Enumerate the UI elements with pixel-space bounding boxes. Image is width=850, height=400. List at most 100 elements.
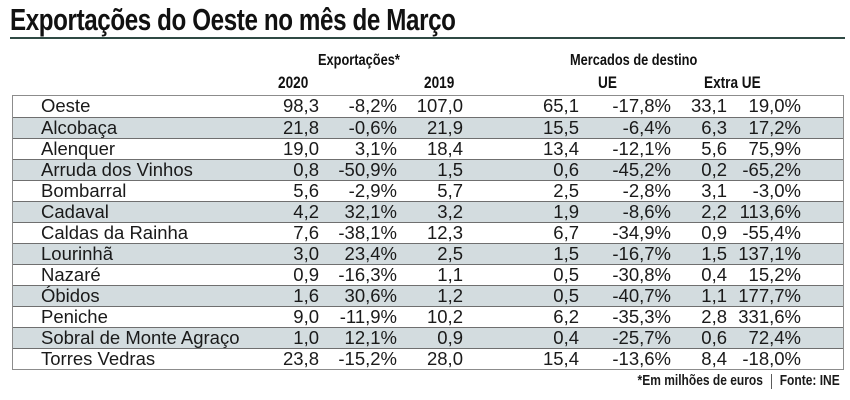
- table-row: Alcobaça 21,8 -0,6% 21,9 15,5 -6,4% 6,3 17,2%: [13, 117, 843, 138]
- table-row: Sobral de Monte Agraço 1,0 12,1% 0,9 0,4 -25,…: [13, 327, 843, 348]
- cell-extra-var: 72,4%: [748, 327, 801, 348]
- cell-name: Óbidos: [41, 285, 100, 306]
- table-row: Óbidos 1,6 30,6% 1,2 0,5 -40,7% 1,1 177,7%: [13, 285, 843, 306]
- cell-v2019: 3,2: [437, 201, 463, 222]
- cell-ue: 0,6: [553, 159, 579, 180]
- cell-v2020: 0,9: [293, 264, 319, 285]
- cell-v2020: 3,0: [293, 243, 319, 264]
- table-row: Oeste 98,3 -8,2% 107,0 65,1 -17,8% 33,1 19,0%: [13, 96, 843, 117]
- table-row: Alenquer 19,0 3,1% 18,4 13,4 -12,1% 5,6 75,9%: [13, 138, 843, 159]
- cell-name: Oeste: [41, 95, 91, 116]
- cell-extra: 0,6: [701, 327, 727, 348]
- cell-v2020: 98,3: [282, 95, 319, 116]
- cell-ue-var: -17,8%: [612, 95, 671, 116]
- cell-ue: 65,1: [542, 95, 579, 116]
- cell-extra: 5,6: [701, 138, 727, 159]
- cell-var: -50,9%: [338, 159, 397, 180]
- cell-ue-var: -45,2%: [612, 159, 671, 180]
- cell-v2019: 10,2: [426, 306, 463, 327]
- cell-extra-var: -55,4%: [742, 222, 801, 243]
- cell-v2019: 12,3: [426, 222, 463, 243]
- cell-v2019: 2,5: [437, 243, 463, 264]
- footer-source: Fonte: INE: [780, 372, 840, 389]
- cell-name: Alenquer: [41, 138, 116, 159]
- cell-name: Lourinhã: [41, 243, 114, 264]
- cell-ue-var: -2,8%: [622, 180, 671, 201]
- cell-var: -8,2%: [348, 95, 397, 116]
- cell-ue: 15,4: [542, 348, 579, 369]
- cell-extra-var: 137,1%: [738, 243, 801, 264]
- cell-ue: 13,4: [542, 138, 579, 159]
- cell-name: Alcobaça: [41, 117, 118, 138]
- cell-ue-var: -13,6%: [612, 348, 671, 369]
- cell-ue: 1,9: [553, 201, 579, 222]
- table-row: Torres Vedras 23,8 -15,2% 28,0 15,4 -13,6% 8,4…: [13, 348, 843, 369]
- cell-var: -0,6%: [348, 117, 397, 138]
- footer-note: *Em milhões de euros: [637, 372, 764, 389]
- cell-v2019: 21,9: [426, 117, 463, 138]
- cell-v2019: 1,5: [437, 159, 463, 180]
- header-exports-group: Exportações*: [318, 52, 400, 69]
- header-markets-group: Mercados de destino: [570, 52, 698, 69]
- cell-name: Arruda dos Vinhos: [41, 159, 193, 180]
- cell-var: -2,9%: [348, 180, 397, 201]
- cell-v2019: 1,2: [437, 285, 463, 306]
- cell-var: 30,6%: [344, 285, 397, 306]
- cell-var: -15,2%: [338, 348, 397, 369]
- cell-extra: 1,1: [701, 285, 727, 306]
- cell-extra: 2,2: [701, 201, 727, 222]
- cell-v2019: 28,0: [426, 348, 463, 369]
- cell-extra: 33,1: [690, 95, 727, 116]
- cell-v2019: 107,0: [416, 95, 463, 116]
- cell-v2019: 1,1: [437, 264, 463, 285]
- cell-ue: 0,5: [553, 264, 579, 285]
- cell-var: -16,3%: [338, 264, 397, 285]
- title-underline: [10, 37, 845, 39]
- table-row: Bombarral 5,6 -2,9% 5,7 2,5 -2,8% 3,1 -3,0%: [13, 180, 843, 201]
- cell-var: 12,1%: [344, 327, 397, 348]
- table-row: Arruda dos Vinhos 0,8 -50,9% 1,5 0,6 -45,2% 0,…: [13, 159, 843, 180]
- page-title: Exportações do Oeste no mês de Março: [10, 2, 456, 37]
- footer-separator: [771, 373, 772, 389]
- header-ue: UE: [598, 73, 617, 92]
- footer: *Em milhões de euros Fonte: INE: [638, 372, 840, 389]
- cell-ue: 2,5: [553, 180, 579, 201]
- cell-extra-var: -3,0%: [752, 180, 801, 201]
- cell-v2020: 1,0: [293, 327, 319, 348]
- cell-ue-var: -34,9%: [612, 222, 671, 243]
- cell-name: Sobral de Monte Agraço: [41, 327, 240, 348]
- cell-ue-var: -25,7%: [612, 327, 671, 348]
- cell-ue-var: -6,4%: [622, 117, 671, 138]
- cell-ue: 6,7: [553, 222, 579, 243]
- cell-extra: 2,8: [701, 306, 727, 327]
- cell-v2020: 4,2: [293, 201, 319, 222]
- cell-extra: 3,1: [701, 180, 727, 201]
- cell-var: 23,4%: [344, 243, 397, 264]
- cell-extra: 8,4: [701, 348, 727, 369]
- cell-name: Bombarral: [41, 180, 127, 201]
- cell-v2019: 0,9: [437, 327, 463, 348]
- cell-extra: 1,5: [701, 243, 727, 264]
- cell-ue: 15,5: [542, 117, 579, 138]
- cell-extra: 0,9: [701, 222, 727, 243]
- cell-extra: 6,3: [701, 117, 727, 138]
- cell-v2020: 9,0: [293, 306, 319, 327]
- cell-extra: 0,2: [701, 159, 727, 180]
- cell-ue: 6,2: [553, 306, 579, 327]
- cell-extra-var: 177,7%: [738, 285, 801, 306]
- cell-ue-var: -12,1%: [612, 138, 671, 159]
- cell-ue-var: -35,3%: [612, 306, 671, 327]
- cell-extra-var: -65,2%: [742, 159, 801, 180]
- cell-name: Cadaval: [41, 201, 109, 222]
- cell-name: Peniche: [41, 306, 108, 327]
- cell-ue: 0,4: [553, 327, 579, 348]
- cell-extra-var: -18,0%: [742, 348, 801, 369]
- table-row: Lourinhã 3,0 23,4% 2,5 1,5 -16,7% 1,5 137,1%: [13, 243, 843, 264]
- header-2019: 2019: [424, 73, 455, 92]
- cell-name: Nazaré: [41, 264, 101, 285]
- cell-var: -11,9%: [339, 306, 397, 327]
- cell-v2020: 23,8: [282, 348, 319, 369]
- cell-var: 32,1%: [344, 201, 397, 222]
- table-row: Caldas da Rainha 7,6 -38,1% 12,3 6,7 -34,9% 0,…: [13, 222, 843, 243]
- cell-v2019: 18,4: [426, 138, 463, 159]
